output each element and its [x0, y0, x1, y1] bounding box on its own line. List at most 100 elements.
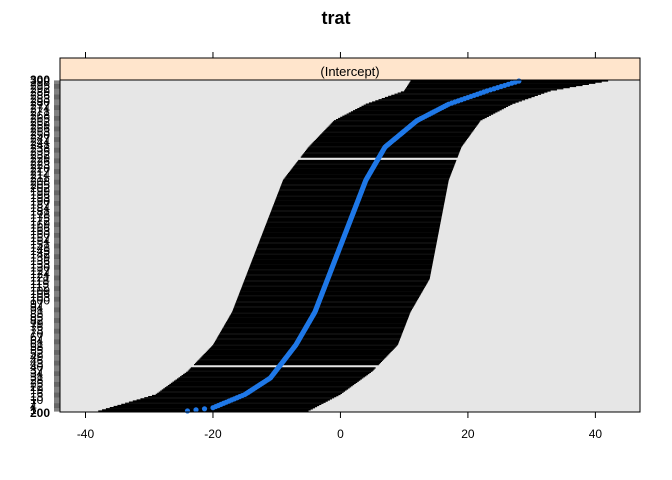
y-tick-label: 280	[30, 95, 50, 109]
y-tick-label: 193	[30, 191, 50, 205]
y-tick-label: 142	[30, 247, 50, 261]
y-tick-label: 85	[30, 310, 44, 324]
panel-border	[59, 79, 641, 413]
y-tick-label: 100	[30, 294, 50, 308]
y-tick-label: 214	[30, 168, 50, 182]
y-tick-label: 31	[30, 370, 44, 384]
y-tick-label: 46	[30, 353, 44, 367]
y-tick-label-bottom: 200	[30, 406, 50, 420]
y-tick-label: 163	[30, 224, 50, 238]
y-tick-label: 22	[30, 380, 44, 394]
y-tick-label: 115	[30, 277, 49, 291]
y-tick-label: 274	[30, 102, 50, 116]
y-tick-label: 1	[30, 403, 37, 417]
y-tick-label: 226	[30, 155, 50, 169]
y-tick-label: 169	[30, 218, 50, 232]
y-tick-label: 286	[30, 88, 50, 102]
chart-title: trat	[321, 8, 350, 28]
y-tick-label: 265	[30, 112, 50, 126]
y-tick-label: 220	[30, 161, 50, 175]
x-tick-label: 20	[461, 427, 475, 441]
y-tick-label: 172	[30, 214, 50, 228]
y-tick-label: 295	[30, 79, 50, 93]
y-tick-label: 178	[30, 208, 50, 222]
y-tick-label: 109	[30, 284, 50, 298]
y-tick-label: 73	[30, 324, 44, 338]
estimate-point	[184, 408, 191, 414]
y-tick-label: 235	[30, 145, 50, 159]
y-tick-label: 205	[30, 178, 50, 192]
axes: -40 -20 0 20 4014710131619222528313437404346…	[30, 52, 641, 441]
y-tick-label: 217	[30, 165, 50, 179]
y-tick-label: 229	[30, 151, 50, 165]
y-tick-label: 238	[30, 141, 50, 155]
x-tick-label: 0	[337, 427, 344, 441]
y-tick-label: 241	[30, 138, 50, 152]
y-tick-label: 253	[30, 125, 50, 139]
y-tick-label: 199	[30, 184, 50, 198]
y-tick-label: 136	[30, 254, 50, 268]
y-tick-label: 298	[30, 75, 50, 89]
y-tick-label-top: 300	[30, 73, 50, 87]
y-tick-label: 127	[30, 264, 50, 278]
estimate-point	[193, 407, 199, 413]
y-tick-label: 118	[30, 274, 49, 288]
y-tick-label: 160	[30, 228, 50, 242]
y-tick-label: 64	[30, 333, 44, 347]
y-tick-label: 4	[30, 400, 37, 414]
y-tick-label: 19	[30, 383, 44, 397]
y-tick-label: 97	[30, 297, 44, 311]
y-tick-label: 76	[30, 320, 44, 334]
y-tick-label: 88	[30, 307, 44, 321]
y-tick-label: 112	[30, 280, 49, 294]
y-tick-label: 79	[30, 317, 44, 331]
y-tick-label: 187	[30, 198, 50, 212]
y-tick-label: 25	[30, 377, 44, 391]
y-tick-label: 103	[30, 290, 50, 304]
estimate-point	[201, 406, 208, 412]
y-tick-label: 61	[30, 337, 44, 351]
y-tick-label: 247	[30, 131, 50, 145]
y-tick-label: 223	[30, 158, 50, 172]
y-tick-label: 145	[30, 244, 50, 258]
y-tick-label: 250	[30, 128, 50, 142]
y-tick-label: 154	[30, 234, 50, 248]
y-tick-label: 292	[30, 82, 50, 96]
x-tick-label: 40	[589, 427, 603, 441]
y-tick-label: 157	[30, 231, 50, 245]
y-tick-label: 256	[30, 122, 50, 136]
y-tick-label: 121	[30, 271, 50, 285]
y-tick-label: 175	[30, 211, 50, 225]
y-tick-label: 67	[30, 330, 44, 344]
y-tick-label: 148	[30, 241, 50, 255]
y-tick-label: 91	[30, 304, 44, 318]
estimate-point	[516, 78, 522, 84]
y-tick-label: 34	[30, 367, 44, 381]
y-tick-label: 289	[30, 85, 50, 99]
y-tick-label: 244	[30, 135, 50, 149]
y-tick-label: 271	[30, 105, 50, 119]
y-tick-label: 283	[30, 92, 50, 106]
y-tick-label: 106	[30, 287, 50, 301]
y-tick-label: 262	[30, 115, 50, 129]
y-tick-label: 196	[30, 188, 50, 202]
y-tick-label: 190	[30, 194, 50, 208]
chart-marks	[98, 78, 609, 414]
y-tick-label: 277	[30, 98, 50, 112]
y-tick-label: 52	[30, 347, 44, 361]
y-tick-label: 16	[30, 386, 44, 400]
y-tick-label: 139	[30, 251, 50, 265]
y-tick-label: 211	[30, 171, 49, 185]
y-tick-label: 7	[30, 396, 37, 410]
y-tick-label: 181	[30, 204, 50, 218]
y-tick-label: 58	[30, 340, 44, 354]
y-tick-label: 55	[30, 343, 44, 357]
y-tick-label: 232	[30, 148, 50, 162]
x-tick-label: -20	[204, 427, 222, 441]
y-tick-label: 13	[30, 390, 44, 404]
y-tick-label: 70	[30, 327, 44, 341]
y-tick-label: 184	[30, 201, 50, 215]
y-tick-label: 28	[30, 373, 44, 387]
y-tick-label: 49	[30, 350, 44, 364]
